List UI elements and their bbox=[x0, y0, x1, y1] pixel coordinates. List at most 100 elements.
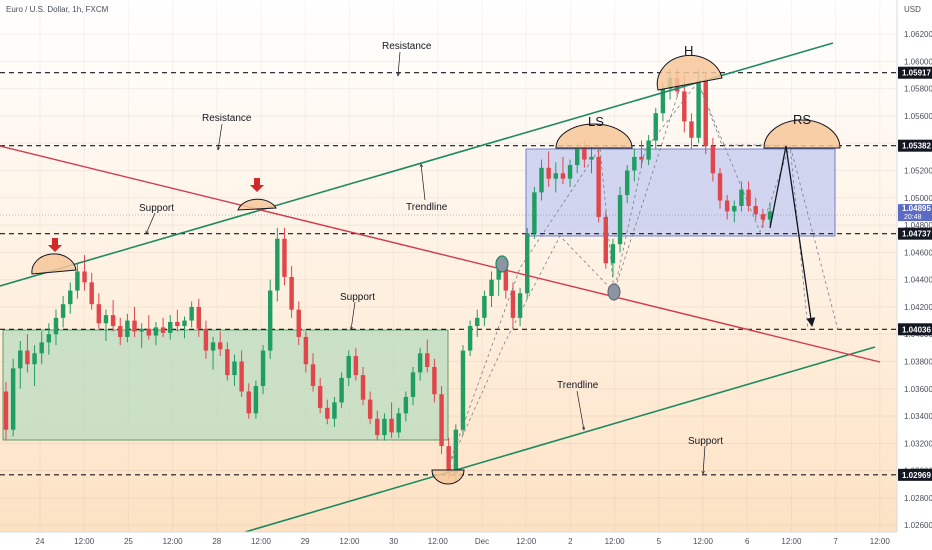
candle-body bbox=[517, 293, 523, 318]
grid-lines bbox=[0, 0, 897, 532]
label-head: H bbox=[684, 43, 693, 58]
candle-body bbox=[317, 386, 323, 408]
candle-body bbox=[653, 113, 658, 141]
y-tick-label: 1.02600 bbox=[904, 521, 932, 530]
label-resistance-top: Resistance bbox=[382, 41, 432, 52]
candle-body bbox=[89, 282, 94, 305]
candle-body bbox=[439, 394, 444, 447]
retest-marker bbox=[607, 283, 621, 301]
price-level-tag bbox=[898, 323, 932, 336]
signal-arrows bbox=[48, 178, 264, 252]
candle-body bbox=[739, 189, 744, 206]
low-arc bbox=[431, 469, 465, 485]
left-high-arc bbox=[31, 253, 77, 275]
candle-body bbox=[610, 244, 616, 264]
candle-body bbox=[682, 91, 687, 122]
mid-high-arc bbox=[237, 198, 277, 211]
candle-body bbox=[553, 173, 559, 179]
candle-body bbox=[339, 377, 344, 403]
candle-body bbox=[375, 418, 380, 436]
candle-body bbox=[196, 306, 201, 329]
candle-body bbox=[282, 238, 287, 277]
currency-label: USD bbox=[904, 5, 921, 14]
label-trendline-low: Trendline bbox=[557, 380, 599, 391]
y-tick-label: 1.06200 bbox=[904, 30, 932, 39]
markers bbox=[495, 255, 621, 301]
label-right-shoulder: RS bbox=[793, 112, 811, 127]
candle-body bbox=[482, 296, 487, 318]
candle-body bbox=[753, 205, 758, 215]
y-tick-label: 1.04800 bbox=[904, 221, 932, 230]
price-axis: USD 1.062001.060001.058001.056001.054001… bbox=[896, 0, 932, 550]
candle-body bbox=[767, 211, 773, 220]
candle-body bbox=[396, 413, 401, 433]
candle-body bbox=[617, 195, 623, 245]
x-tick-label: 29 bbox=[301, 537, 310, 546]
candle-body bbox=[110, 315, 116, 327]
right-shoulder-arc bbox=[763, 119, 841, 149]
candle-body bbox=[603, 216, 608, 264]
y-tick-label: 1.03400 bbox=[904, 412, 932, 421]
label-support-mid: Support bbox=[340, 292, 375, 303]
label-pointers bbox=[145, 51, 706, 474]
candle-body bbox=[3, 391, 9, 430]
candle-body bbox=[425, 353, 430, 367]
candle-body bbox=[624, 170, 630, 196]
candle-body bbox=[25, 350, 30, 365]
y-tick-label: 1.03600 bbox=[904, 385, 932, 394]
candle-body bbox=[460, 350, 466, 430]
candle-body bbox=[746, 189, 751, 206]
candle-body bbox=[210, 342, 216, 351]
x-tick-label: 12:00 bbox=[516, 537, 537, 546]
candle-body bbox=[118, 326, 123, 337]
x-tick-label: 7 bbox=[833, 537, 838, 546]
x-axis-ticks: 24 12:00 25 12:00 28 12:00 29 12:00 30 12:00 Dec 12… bbox=[36, 537, 891, 546]
candle-body bbox=[168, 321, 173, 333]
candle-body bbox=[496, 268, 501, 280]
candle-body bbox=[367, 399, 373, 419]
candle-body bbox=[10, 368, 16, 430]
candle-body bbox=[239, 361, 244, 392]
countdown-label: 20:48 bbox=[904, 214, 922, 221]
x-tick-label: 12:00 bbox=[870, 537, 891, 546]
x-tick-label: 12:00 bbox=[428, 537, 449, 546]
candle-body bbox=[182, 320, 187, 327]
candle-body bbox=[267, 290, 273, 351]
current-price-tag bbox=[898, 204, 932, 222]
projection-arrows bbox=[769, 145, 816, 327]
rs-rise-line bbox=[769, 145, 787, 229]
candle-body bbox=[575, 148, 580, 166]
label-left-shoulder: LS bbox=[588, 114, 604, 129]
head-arc bbox=[656, 54, 723, 91]
candle-body bbox=[189, 306, 194, 321]
x-tick-label: 12:00 bbox=[74, 537, 95, 546]
x-tick-label: 12:00 bbox=[605, 537, 626, 546]
x-tick-label: 12:00 bbox=[693, 537, 714, 546]
candle-body bbox=[82, 271, 87, 283]
candle-body bbox=[132, 320, 137, 332]
y-tick-label: 1.05600 bbox=[904, 112, 932, 121]
candle-body bbox=[596, 156, 601, 217]
descending-trendline bbox=[0, 145, 881, 363]
candle-body bbox=[296, 309, 301, 337]
candle-body bbox=[303, 336, 309, 365]
candle-body bbox=[732, 205, 737, 212]
candle-body bbox=[75, 271, 80, 291]
candle-body bbox=[532, 192, 537, 234]
candle-body bbox=[103, 315, 109, 324]
price-tags: 1.05917 1.05382 1.04737 1.04036 1.02969 1.048… bbox=[898, 66, 932, 481]
y-tick-label: 1.05800 bbox=[904, 85, 932, 94]
breakout-marker bbox=[495, 255, 509, 273]
y-tick-label: 1.02800 bbox=[904, 494, 932, 503]
candle-body bbox=[525, 233, 530, 294]
y-tick-label: 1.04400 bbox=[904, 276, 932, 285]
candle-body bbox=[632, 156, 637, 171]
candle-body bbox=[332, 402, 337, 419]
down-arrow-mid bbox=[250, 178, 264, 192]
candle-body bbox=[760, 214, 766, 220]
candle-body bbox=[410, 372, 416, 397]
candle-body bbox=[96, 304, 102, 324]
y-tick-label: 1.03800 bbox=[904, 357, 932, 366]
y-tick-label: 1.06000 bbox=[904, 57, 932, 66]
